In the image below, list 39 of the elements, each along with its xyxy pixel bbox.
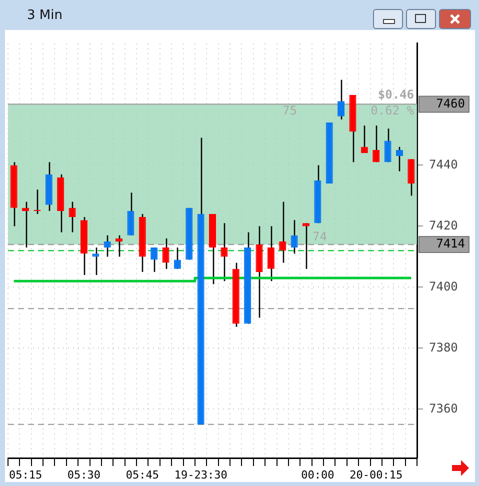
- candlestick: [372, 124, 380, 163]
- x-tick-label: 05:15: [8, 468, 42, 482]
- x-tick-label: 20-00:15: [350, 468, 403, 482]
- candlestick: [174, 246, 181, 270]
- x-tick-label: 05:45: [126, 468, 159, 482]
- y-tick-label: 7440: [429, 157, 458, 172]
- y-tick-label: 7400: [429, 279, 458, 294]
- y-tick-label: 7380: [429, 340, 458, 354]
- x-tick-label: 00:00: [301, 468, 334, 482]
- candlestick: [162, 238, 170, 270]
- candlestick: [92, 246, 100, 276]
- y-tick-label: 7360: [429, 401, 458, 416]
- annotation: 0.62 %: [370, 103, 415, 118]
- annotation: $0.46: [378, 87, 414, 102]
- ref-line-label: 7460: [436, 96, 465, 110]
- candlestick: [384, 128, 392, 163]
- candlestick: [279, 201, 286, 264]
- chart-title: 3 Min: [27, 8, 62, 23]
- annotation: 74: [312, 230, 327, 244]
- candlestick: [302, 222, 310, 270]
- candlestick: [396, 146, 403, 172]
- x-tick-label: 19-23:30: [174, 468, 228, 482]
- candlestick: [338, 79, 345, 120]
- candlestick: [290, 219, 298, 254]
- candlestick: [267, 226, 274, 282]
- candlestick: [408, 158, 415, 196]
- annotation: 75: [282, 103, 297, 118]
- x-tick-label: 05:30: [67, 468, 101, 482]
- candlestick: [127, 192, 134, 236]
- candlestick: [116, 234, 123, 258]
- candlestick: [220, 222, 228, 282]
- candlestick: [360, 124, 368, 154]
- candlestick: [34, 188, 41, 215]
- ref-line-label: 7414: [436, 236, 465, 251]
- candlestick: [68, 201, 76, 233]
- candlestick: [22, 201, 30, 248]
- candlestick: [150, 246, 158, 273]
- candlestick: [104, 234, 111, 258]
- y-tick-label: 7420: [429, 218, 458, 232]
